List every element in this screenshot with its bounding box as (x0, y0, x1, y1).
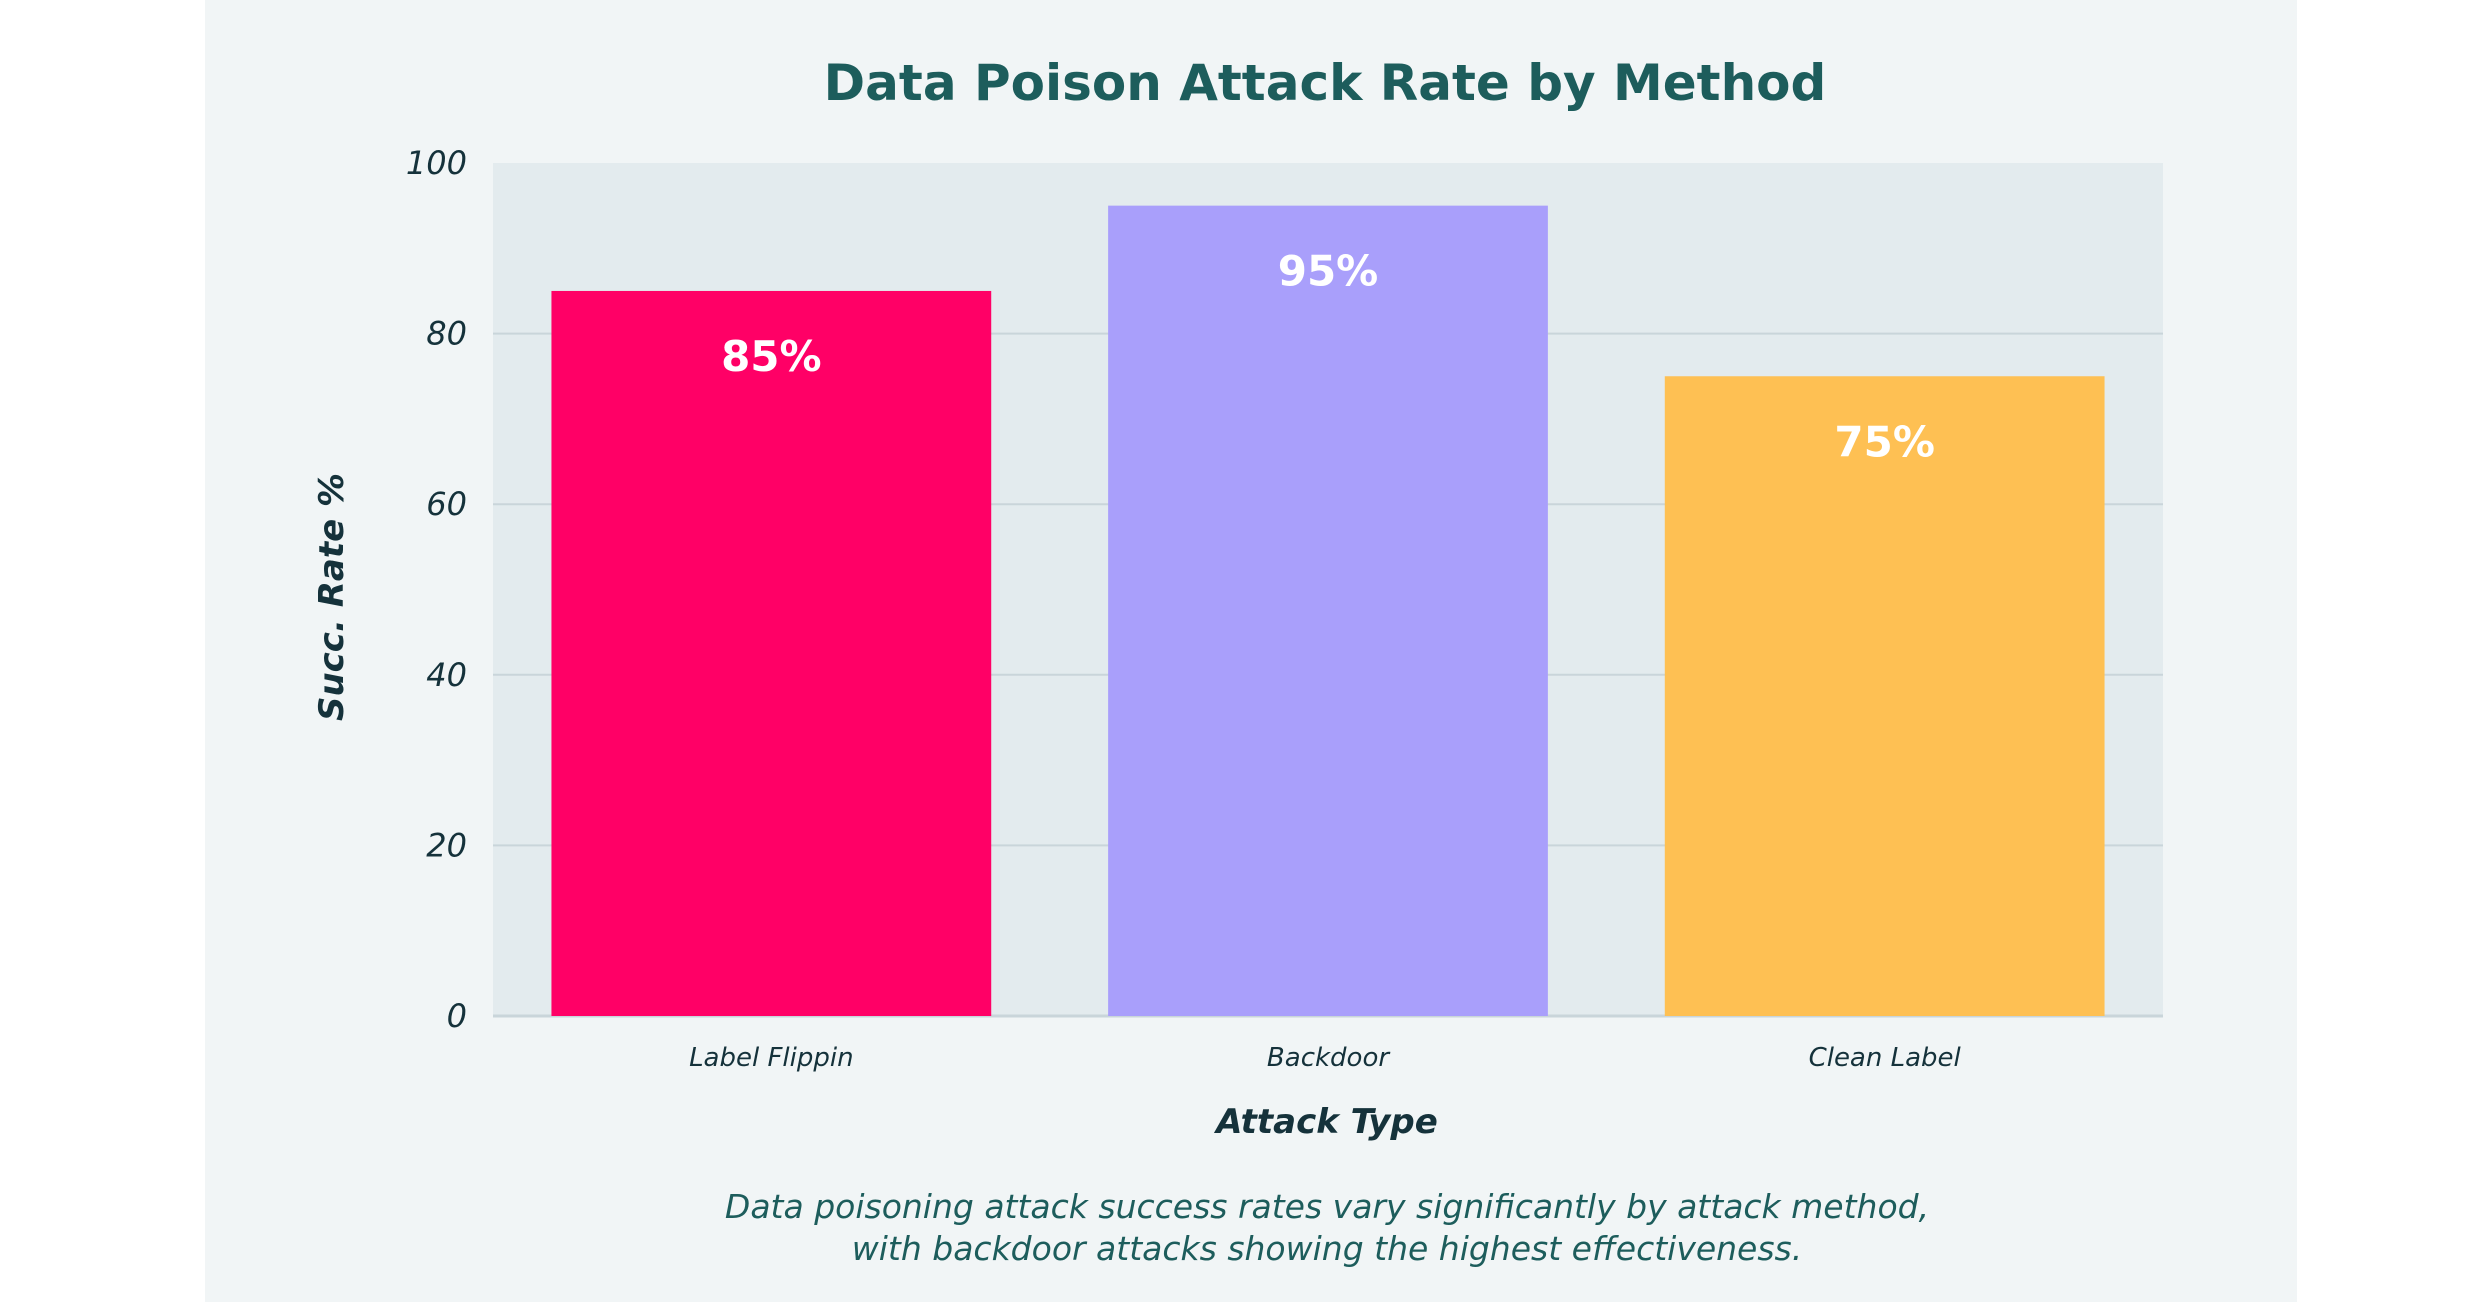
y-tick-label: 0 (447, 997, 467, 1035)
bars: 85% 95% 75% (551, 205, 2105, 1016)
caption-line-2: with backdoor attacks showing the highes… (852, 1229, 1803, 1268)
bar-backdoor (1108, 205, 1548, 1016)
x-tick-label: Label Flippin (689, 1043, 854, 1073)
x-axis-ticks: Label Flippin Backdoor Clean Label (689, 1043, 1961, 1073)
y-tick-label: 60 (426, 485, 467, 523)
bar-clean-label (1664, 376, 2105, 1016)
y-tick-label: 20 (426, 826, 467, 864)
bar-data-label: 75% (1834, 417, 1935, 466)
y-tick-label: 40 (426, 656, 467, 694)
bar-chart: Data Poison Attack Rate by Method 85% 95%… (312, 54, 2163, 1268)
caption-line-1: Data poisoning attack success rates vary… (725, 1187, 1929, 1226)
chart-title: Data Poison Attack Rate by Method (824, 54, 1827, 112)
y-axis-title: Succ. Rate % (312, 473, 352, 721)
bar-data-label: 95% (1278, 247, 1379, 296)
chart-card: Data Poison Attack Rate by Method 85% 95%… (205, 0, 2297, 1302)
y-axis-ticks: 0 20 40 60 80 100 (406, 144, 467, 1035)
y-tick-label: 100 (406, 144, 467, 182)
y-tick-label: 80 (426, 315, 467, 353)
x-tick-label: Backdoor (1267, 1043, 1391, 1073)
x-axis-title: Attack Type (1213, 1102, 1438, 1142)
bar-data-label: 85% (721, 332, 822, 381)
x-tick-label: Clean Label (1809, 1043, 1962, 1073)
bar-label-flippin (551, 290, 992, 1016)
